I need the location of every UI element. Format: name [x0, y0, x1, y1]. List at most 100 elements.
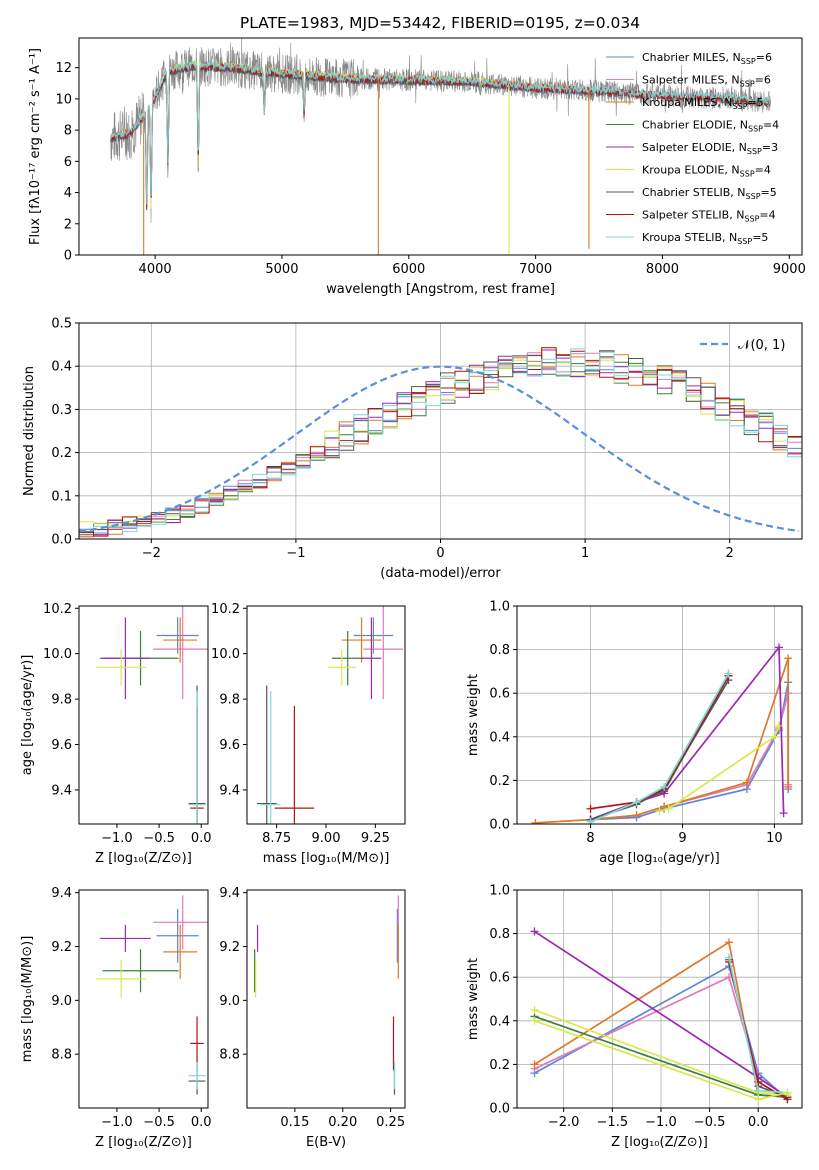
- residuals-ylabel: Normed distribution: [22, 366, 37, 496]
- legend-label: Chabrier STELIB, NSSP=5: [642, 186, 777, 201]
- age_vs_mass-ytick-label: 9.4: [219, 783, 240, 798]
- weight-point-marker: [632, 811, 641, 820]
- legend-label-value: =6: [756, 51, 772, 64]
- legend-label: Kroupa STELIB, NSSP=5: [642, 231, 768, 246]
- age_vs_mass-ytick-label: 9.8: [219, 693, 240, 708]
- weight-point-marker: [530, 1060, 539, 1069]
- age_vs_Z-plot: −1.0 −0.5 0.0 9.4 9.6 9.8 10.0 10.2 Z [log₁₀(Z/Z…: [20, 602, 212, 866]
- mass_vs_EBV-frame: [246, 889, 406, 1109]
- weight-point-marker: [655, 806, 664, 815]
- spectrum-ytick-label: 8: [64, 124, 72, 139]
- normal-curve: [79, 365, 800, 533]
- legend-label-value: =4: [759, 209, 775, 222]
- mass_vs_EBV-ytick-label: 8.8: [219, 1048, 240, 1063]
- spectrum-xtick-label: 5000: [265, 262, 298, 277]
- legend-label-name: Kroupa MILES, N: [642, 96, 732, 109]
- histogram-step: [79, 348, 802, 533]
- weight-point-marker: [725, 938, 734, 947]
- residuals-ytick-label: 0.4: [51, 360, 72, 375]
- mass_vs_Z-ytick-label: 9.2: [51, 940, 72, 955]
- weight_vs_Z-xtick-label: −1.5: [597, 1115, 629, 1130]
- legend-label-sub: SSP: [746, 192, 761, 201]
- weight_vs_age-xlabel: age [log₁₀(age/yr)]: [599, 851, 720, 866]
- figure-title: PLATE=1983, MJD=53442, FIBERID=0195, z=0…: [240, 14, 640, 32]
- weight_vs_age-plot: 8 9 10 0.0 0.2 0.4 0.6 0.8 1.0 age [log₁₀(age/yr)…: [466, 600, 803, 866]
- weight-point-marker: [775, 643, 784, 652]
- residuals-plot: −2 −1 0 1 2 0.0 0.1 0.2 0.3 0.4 0.5 (data-model)/er…: [22, 317, 803, 581]
- legend-label-name: Salpeter MILES, N: [642, 74, 740, 87]
- age_vs_Z-xtick-label: −0.5: [143, 831, 175, 846]
- spectrum-ytick-label: 0: [64, 249, 72, 264]
- mass_vs_Z-ytick-label: 9.4: [51, 886, 72, 901]
- spectrum-ytick-label: 4: [64, 186, 72, 201]
- legend-label: Salpeter MILES, NSSP=6: [642, 74, 771, 89]
- weight_vs_age-frame: [516, 605, 803, 825]
- age_vs_mass-ytick-label: 10.2: [211, 602, 240, 617]
- legend-label-value: =4: [755, 164, 771, 177]
- legend-label-sub: SSP: [741, 57, 756, 66]
- weight-point-marker: [530, 927, 539, 936]
- weight-point-marker: [660, 782, 669, 791]
- mass_vs_EBV-xtick-label: 0.25: [376, 1115, 405, 1130]
- legend-label-value: =5: [761, 186, 777, 199]
- weight-point-marker: [725, 953, 734, 962]
- legend-label-sub: SSP: [748, 125, 763, 134]
- weight-point-marker: [783, 1088, 792, 1097]
- weight_vs_Z-content: [530, 927, 792, 1104]
- weight_vs_Z-xtick-label: 0.0: [748, 1115, 769, 1130]
- weight-point-marker: [530, 1005, 539, 1014]
- weight_vs_age-xtick-label: 9: [678, 831, 686, 846]
- weight_vs_age-ytick-label: 0.6: [489, 687, 510, 702]
- spectrum-content: [110, 38, 771, 255]
- weight-point-marker: [724, 669, 733, 678]
- legend-label-name: Chabrier ELODIE, N: [642, 119, 748, 132]
- age_vs_Z-ytick-label: 9.8: [51, 693, 72, 708]
- legend-label: Salpeter STELIB, NSSP=4: [642, 209, 776, 224]
- spectrum-xtick-label: 4000: [139, 262, 172, 277]
- age_vs_Z-xtick-label: −1.0: [101, 831, 133, 846]
- weight_vs_Z-ytick-label: 0.8: [489, 927, 510, 942]
- residuals-ytick-label: 0.3: [51, 403, 72, 418]
- residuals-ytick-label: 0.1: [51, 489, 72, 504]
- age_vs_mass-ytick-label: 10.0: [211, 647, 240, 662]
- weight_vs_age-ytick-label: 1.0: [489, 600, 510, 615]
- residuals-xtick-label: 0: [436, 546, 444, 561]
- weight_vs_age-ylabel: mass weight: [466, 674, 481, 756]
- age_vs_Z-ytick-label: 9.6: [51, 738, 72, 753]
- spectrum-ytick-label: 6: [64, 155, 72, 170]
- legend-label-name: Chabrier STELIB, N: [642, 186, 746, 199]
- age_vs_Z-content: [95, 606, 208, 824]
- weight-point-marker: [779, 809, 788, 818]
- mass_vs_EBV-ytick-label: 9.2: [219, 940, 240, 955]
- age_vs_Z-ytick-label: 9.4: [51, 783, 72, 798]
- legend-label-name: Salpeter ELODIE, N: [642, 141, 747, 154]
- weight_vs_age-ytick-label: 0.8: [489, 643, 510, 658]
- age_vs_mass-plot: 8.75 9.00 9.25 9.4 9.6 9.8 10.0 10.2 mass [log₁₀…: [211, 602, 406, 866]
- weight-point-marker: [725, 973, 734, 982]
- mass_vs_Z-xtick-label: 0.0: [191, 1115, 212, 1130]
- weight-point-marker: [775, 721, 784, 730]
- weight_vs_Z-ytick-label: 0.6: [489, 971, 510, 986]
- weight-point-marker: [754, 1095, 763, 1104]
- weight_vs_Z-ytick-label: 0.0: [489, 1102, 510, 1117]
- mass_vs_EBV-plot: 0.15 0.20 0.25 8.8 9.0 9.2 9.4 E(B-V): [219, 886, 406, 1150]
- weight-series-line: [590, 692, 790, 821]
- legend-label: 𝒩(0, 1): [738, 338, 785, 353]
- spectrum-ytick-label: 12: [55, 61, 72, 76]
- residuals-xlabel: (data-model)/error: [380, 566, 501, 581]
- legend-label: Salpeter ELODIE, NSSP=3: [642, 141, 778, 156]
- residuals-ytick-label: 0.0: [51, 533, 72, 548]
- weight_vs_Z-xtick-label: −1.0: [645, 1115, 677, 1130]
- legend-label: Chabrier ELODIE, NSSP=4: [642, 119, 779, 134]
- legend-label-value: =4: [763, 119, 779, 132]
- residuals-xtick-label: 1: [581, 546, 589, 561]
- legend-label-value: =3: [762, 141, 778, 154]
- spectrum-plot: 4000 5000 6000 7000 8000 9000 0 2 4 6 8 10 12 wavelen…: [28, 37, 806, 297]
- legend-label-sub: SSP: [740, 80, 755, 89]
- weight_vs_Z-plot: −2.0 −1.5 −1.0 −0.5 0.0 0.0 0.2 0.4 0.6 0.8 1.0 Z […: [466, 884, 803, 1150]
- mass_vs_Z-frame: [78, 889, 209, 1109]
- age_vs_mass-ytick-label: 9.6: [219, 738, 240, 753]
- weight_vs_age-ytick-label: 0.4: [489, 730, 510, 745]
- age_vs_Z-xtick-label: 0.0: [191, 831, 212, 846]
- mass_vs_EBV-ytick-label: 9.0: [219, 994, 240, 1009]
